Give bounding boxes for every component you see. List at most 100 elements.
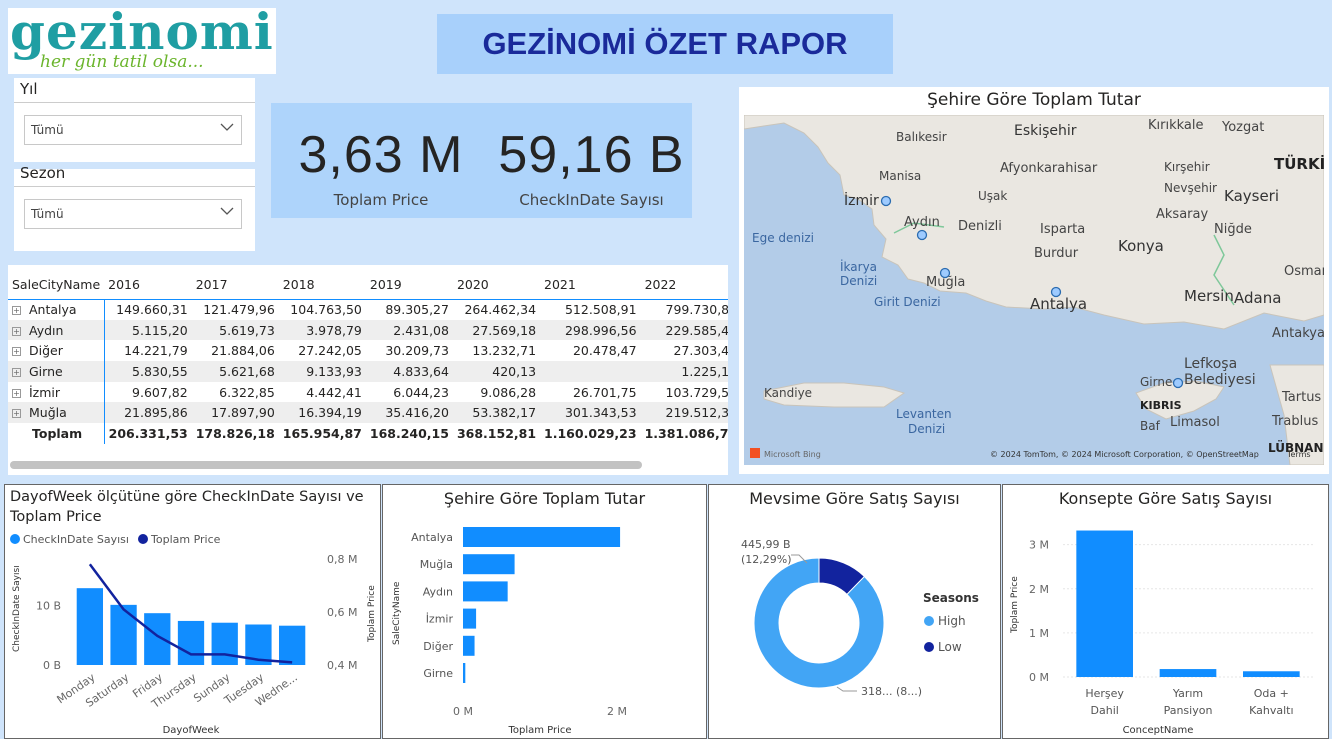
matrix-column-header[interactable]: SaleCityName <box>12 277 101 293</box>
map-sea-label: Denizi <box>908 422 945 436</box>
bar-concept-sales[interactable] <box>1159 669 1217 677</box>
y-tick-label: Antalya <box>411 531 453 544</box>
y-tick-label: Muğla <box>420 558 453 571</box>
expand-icon[interactable]: + <box>12 367 21 377</box>
bar-checkin-count[interactable] <box>177 620 205 665</box>
city-chart-svg[interactable]: Antalya Muğla Aydın İzmir Diğer Girne 0 M 2 M To… <box>383 515 708 739</box>
city-year-matrix: SaleCityName 2016 2017 2018 2019 2020 2021 2022… <box>8 265 728 475</box>
matrix-cell: 9.133,93 <box>306 363 362 379</box>
map-terms-link[interactable]: Terms <box>1286 450 1311 459</box>
matrix-row-label[interactable]: + Girne <box>8 361 105 382</box>
map-city-label: Mersin <box>1184 287 1234 305</box>
bar-checkin-count[interactable] <box>278 625 306 665</box>
matrix-cell: 20.478,47 <box>572 343 637 359</box>
map-city-label: Muğla <box>926 275 965 290</box>
matrix-row[interactable]: + Aydın 5.115,20 5.619,73 3.978,79 2.431,08 27… <box>8 319 728 341</box>
legend-label: CheckInDate Sayısı <box>23 533 129 546</box>
matrix-row-label[interactable]: + Antalya <box>8 298 105 320</box>
chart-title: Mevsime Göre Satış Sayısı <box>749 489 960 508</box>
donut-slice-low[interactable] <box>818 557 866 596</box>
expand-icon[interactable]: + <box>12 409 21 419</box>
matrix-column-header[interactable]: 2021 <box>544 277 576 293</box>
season-donut-chart: Mevsime Göre Satış Sayısı 445,99 B (12,29… <box>708 484 1001 739</box>
bar-city-total[interactable] <box>463 608 477 629</box>
horizontal-scrollbar[interactable] <box>10 461 642 469</box>
matrix-row-label[interactable]: + Muğla <box>8 402 105 424</box>
logo-word: gezinomi <box>10 2 274 61</box>
map-canvas[interactable]: Balıkesir Eskişehir Kırıkkale Yozgat Manisa A… <box>744 115 1324 465</box>
legend-label[interactable]: High <box>938 614 966 628</box>
matrix-row-label[interactable]: + Aydın <box>8 319 105 341</box>
chart-title: Şehire Göre Toplam Tutar <box>443 489 646 508</box>
matrix-row[interactable]: + Antalya 149.660,31 121.479,96 104.763,50 89… <box>8 298 728 320</box>
map-sea-label: Levanten <box>896 407 952 421</box>
matrix-cell: 16.394,19 <box>298 405 362 421</box>
matrix-cell: 89.305,27 <box>365 298 453 320</box>
x-tick-label: Pansiyon <box>1164 704 1213 717</box>
matrix-total-cell: 368.152,81 <box>456 425 537 441</box>
map-city-label: Kırşehir <box>1164 160 1210 174</box>
expand-icon[interactable]: + <box>12 306 21 316</box>
legend-marker <box>924 616 934 626</box>
matrix-cell: 53.382,17 <box>472 405 537 421</box>
expand-icon[interactable]: + <box>12 388 21 398</box>
y-tick-label: Diğer <box>423 640 453 653</box>
season-chart-svg[interactable]: 445,99 B (12,29%) 318... (8...) Seasons High… <box>709 515 1002 739</box>
bar-city-total[interactable] <box>463 635 475 656</box>
bar-checkin-count[interactable] <box>211 622 238 665</box>
bar-concept-sales[interactable] <box>1243 671 1300 677</box>
bar-city-total[interactable] <box>463 554 515 575</box>
bar-checkin-count[interactable] <box>144 613 171 665</box>
matrix-column-header[interactable]: 2017 <box>195 277 228 293</box>
season-dropdown[interactable]: Tümü <box>24 199 242 229</box>
matrix-cell: 5.830,55 <box>132 363 188 379</box>
chevron-down-icon <box>220 123 234 131</box>
bar-city-total[interactable] <box>463 663 466 683</box>
matrix-cell: 13.232,71 <box>472 343 537 359</box>
map-title: Şehire Göre Toplam Tutar <box>927 90 1141 110</box>
microsoft-logo-icon <box>750 448 760 458</box>
matrix-column-header[interactable]: 2022 <box>644 277 677 293</box>
y-axis-title: SaleCityName <box>392 581 402 645</box>
dayofweek-chart-svg[interactable]: CheckInDate Sayısı Toplam Price 0 B 10 B 0,4… <box>5 529 382 739</box>
bar-city-total[interactable] <box>463 527 621 547</box>
matrix-cell: 219.512,36 <box>665 405 728 421</box>
matrix-row[interactable]: + Diğer 14.221,79 21.884,06 27.242,05 30.209,… <box>8 340 728 362</box>
matrix-column-header[interactable]: 2020 <box>456 277 489 293</box>
concept-chart-svg[interactable]: 0 M 1 M 2 M 3 M Herşey Dahil Yarım Pansiyon Oda … <box>1003 515 1330 739</box>
map-city-label: Afyonkarahisar <box>1000 161 1098 176</box>
legend-label[interactable]: Low <box>938 640 962 654</box>
city-name: Diğer <box>29 343 63 359</box>
matrix-row[interactable]: + Muğla 21.895,86 17.897,90 16.394,19 35.416,… <box>8 402 728 424</box>
matrix-row-label[interactable]: + Diğer <box>8 340 105 362</box>
matrix-cell: 5.115,20 <box>132 322 188 338</box>
map-labels: Balıkesir Eskişehir Kırıkkale Yozgat Manisa A… <box>752 118 1324 455</box>
matrix-cell: 104.763,50 <box>278 298 366 320</box>
matrix-column-header[interactable]: 2019 <box>369 277 402 293</box>
donut-slice-high[interactable] <box>753 557 885 689</box>
bar-concept-sales[interactable] <box>1076 530 1133 677</box>
map-city-label: Trablus <box>1271 414 1318 429</box>
matrix-column-header[interactable]: 2016 <box>108 277 140 293</box>
bar-checkin-count[interactable] <box>110 604 137 665</box>
map-city-label: Kırıkkale <box>1148 118 1204 133</box>
y2-axis-title: Toplam Price <box>367 585 377 643</box>
x-tick-label: Yarım <box>1172 687 1203 700</box>
y-tick-label: 0 B <box>43 659 61 672</box>
matrix-cell: 30.209,73 <box>385 343 449 359</box>
x-axis-title: Toplam Price <box>507 725 571 736</box>
x-tick-label: Kahvaltı <box>1249 704 1293 717</box>
matrix-row-label[interactable]: + İzmir <box>8 381 105 403</box>
city-name: Aydın <box>29 322 64 338</box>
matrix-row[interactable]: + Girne 5.830,55 5.621,68 9.133,93 4.833,64 42… <box>8 361 728 382</box>
expand-icon[interactable]: + <box>12 347 21 357</box>
bar-city-total[interactable] <box>463 581 508 602</box>
matrix-cell: 14.221,79 <box>124 343 188 359</box>
matrix-column-header[interactable]: 2018 <box>282 277 315 293</box>
year-dropdown[interactable]: Tümü <box>24 115 242 145</box>
expand-icon[interactable]: + <box>12 326 21 336</box>
line-total-price[interactable] <box>88 563 293 664</box>
matrix-cell: 799.730,80 <box>640 298 728 320</box>
matrix-row[interactable]: + İzmir 9.607,82 6.322,85 4.442,41 6.044,23 9.… <box>8 381 728 403</box>
bar-checkin-count[interactable] <box>76 588 104 665</box>
